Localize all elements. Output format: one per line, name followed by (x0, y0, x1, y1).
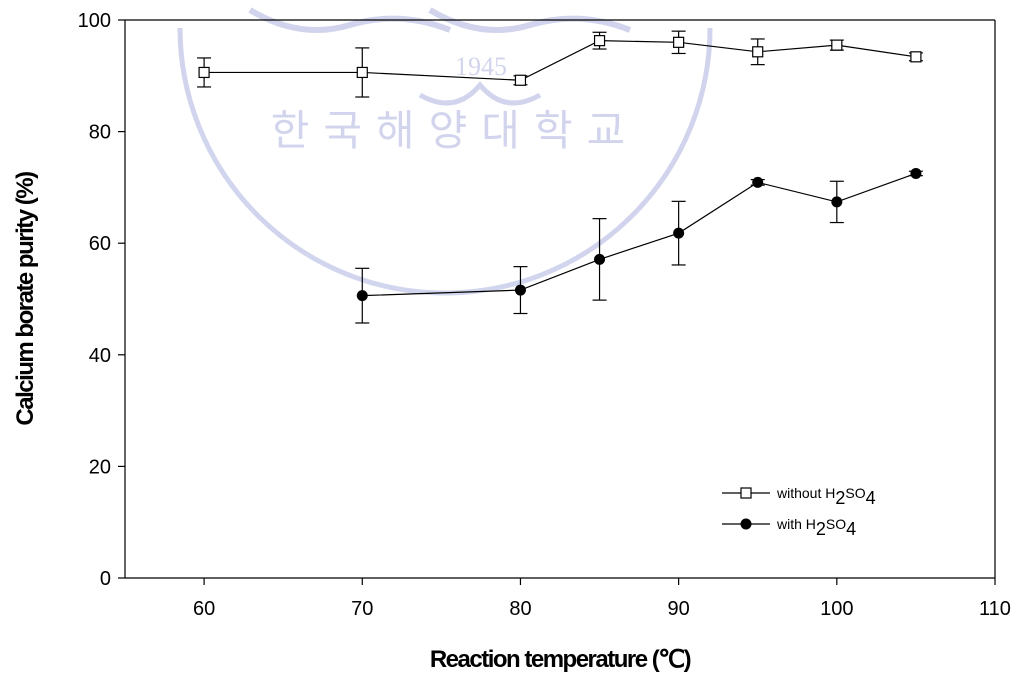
data-point (673, 36, 685, 48)
data-point (831, 39, 843, 51)
legend-marker (740, 518, 752, 530)
x-tick-label: 90 (668, 598, 690, 620)
data-point (673, 227, 685, 239)
data-point (514, 74, 527, 86)
data-point (831, 196, 843, 208)
series-with-h2so4 (355, 167, 923, 324)
x-tick-label: 100 (820, 598, 853, 620)
legend-label: with H2SO4 (776, 516, 856, 539)
series-line (362, 172, 917, 297)
y-tick-label: 80 (89, 122, 111, 144)
legend-label: without H2SO4 (776, 485, 876, 508)
y-axis-ticks: 0 20 40 60 80 100 (78, 10, 125, 590)
data-point (593, 35, 606, 47)
x-axis-title: Reaction temperature (℃) (430, 646, 691, 673)
data-point (514, 284, 526, 296)
data-point (356, 66, 368, 79)
seal-year: 1945 (455, 52, 507, 81)
data-point (910, 51, 922, 63)
plot-frame (124, 19, 996, 579)
data-point (752, 176, 764, 188)
data-point (356, 290, 368, 302)
x-tick-label: 110 (979, 598, 1011, 620)
seal-text: 한국해양대학교 (271, 106, 639, 155)
legend-marker (740, 487, 752, 499)
data-point (594, 253, 606, 265)
university-seal-watermark: 1945 한국해양대학교 (177, 7, 713, 296)
data-point (198, 66, 210, 79)
y-tick-label: 60 (89, 233, 111, 255)
data-point (910, 167, 922, 179)
y-tick-label: 0 (100, 568, 111, 590)
x-tick-label: 80 (509, 598, 531, 620)
legend-entry: with H2SO4 (722, 516, 856, 539)
legend-entry: without H2SO4 (722, 485, 876, 508)
data-point (752, 46, 764, 58)
x-tick-label: 70 (351, 598, 373, 620)
series-line (204, 40, 916, 81)
x-tick-label: 60 (193, 598, 215, 620)
series-layer (197, 30, 923, 324)
y-axis-title: Calcium borate purity (%) (12, 172, 39, 426)
y-tick-label: 100 (78, 10, 111, 32)
legend: without H2SO4 with H2SO4 (722, 485, 876, 539)
y-tick-label: 40 (89, 345, 111, 367)
series-without-h2so4 (197, 30, 923, 98)
y-tick-label: 20 (89, 456, 111, 478)
x-axis-ticks: 60 70 80 90 100 110 (193, 578, 1011, 620)
